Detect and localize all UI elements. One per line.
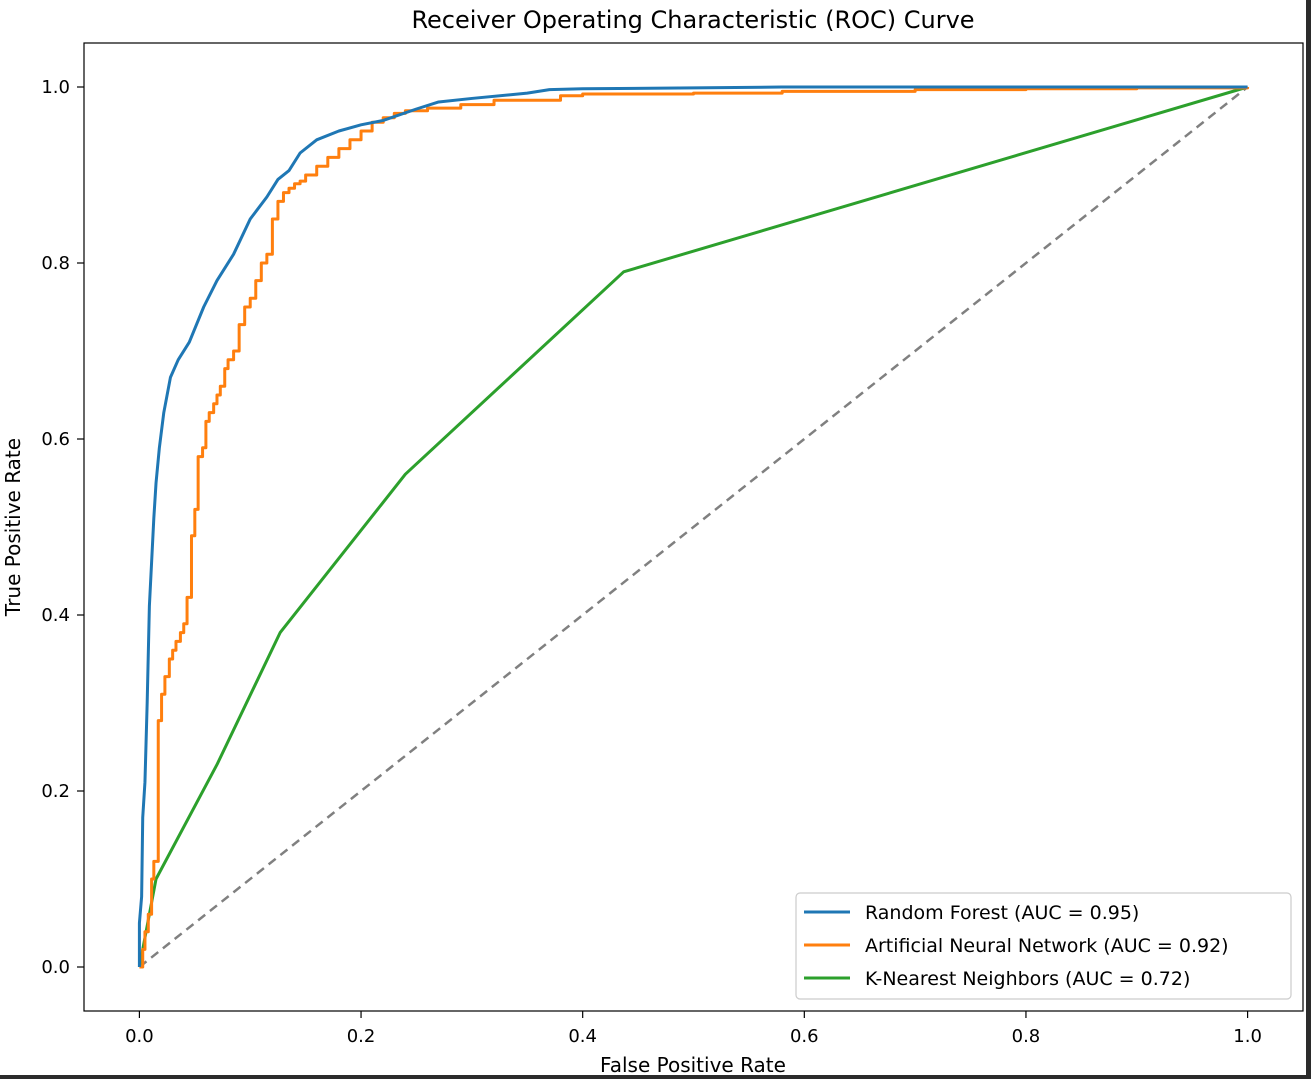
x-tick-label: 0.2 — [347, 1026, 376, 1047]
y-tick-label: 0.8 — [41, 253, 70, 274]
y-axis-label: True Positive Rate — [1, 438, 25, 617]
y-tick-label: 0.0 — [41, 957, 70, 978]
legend-entry: K-Nearest Neighbors (AUC = 0.72) — [865, 968, 1190, 990]
series-line-artificial-neural-network — [139, 86, 1250, 969]
x-tick-label: 0.6 — [790, 1026, 819, 1047]
x-axis-label: False Positive Rate — [600, 1053, 786, 1075]
y-axis-ticks: 0.0 0.2 0.4 0.6 0.8 1.0 — [41, 77, 84, 978]
legend-box — [795, 892, 1292, 1000]
y-tick-label: 0.2 — [41, 781, 70, 802]
y-tick-label: 0.4 — [41, 605, 70, 626]
chance-diagonal-line — [138, 86, 1249, 968]
legend: Random Forest (AUC = 0.95) Artificial Neu… — [795, 892, 1292, 1000]
x-tick-label: 0.8 — [1012, 1026, 1041, 1047]
axes-frame — [83, 42, 1304, 1012]
x-tick-label: 0.0 — [125, 1026, 154, 1047]
y-tick-label: 0.6 — [41, 429, 70, 450]
x-tick-label: 1.0 — [1233, 1026, 1262, 1047]
y-tick-label: 1.0 — [41, 77, 70, 98]
x-axis-ticks: 0.0 0.2 0.4 0.6 0.8 1.0 — [125, 1011, 1262, 1047]
plot-area — [137, 85, 1250, 969]
series-line-random-forest — [137, 85, 1248, 967]
legend-entry: Random Forest (AUC = 0.95) — [865, 902, 1139, 924]
chart-title: Receiver Operating Characteristic (ROC) … — [411, 6, 974, 34]
legend-entry: Artificial Neural Network (AUC = 0.92) — [865, 935, 1229, 957]
series-line-k-nearest-neighbors — [137, 85, 1249, 968]
x-tick-label: 0.4 — [568, 1026, 597, 1047]
